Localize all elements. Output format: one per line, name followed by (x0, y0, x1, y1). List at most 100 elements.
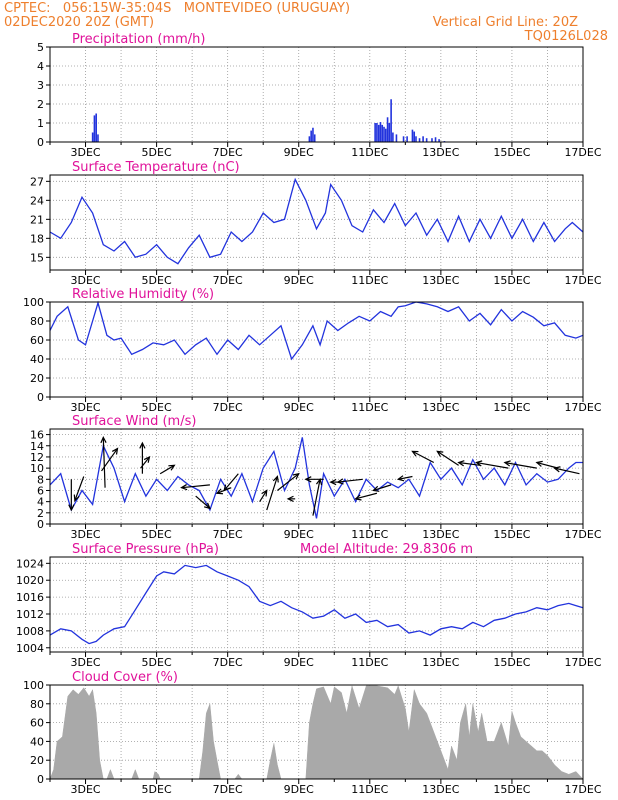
panel-temp: Surface Temperature (nC) 15 18 21 24 27 3DEC 5D… (30, 160, 602, 287)
x-tick-label: 5DEC (142, 274, 172, 287)
precip-bar (383, 126, 385, 142)
series-line-press (49, 564, 584, 645)
precip-bar (392, 132, 394, 142)
plot-frame (49, 301, 584, 398)
precip-bar (386, 117, 389, 142)
y-tick-label: 80 (30, 698, 44, 711)
panel-title: Surface Temperature (nC) (72, 160, 240, 175)
x-tick-label: 11DEC (351, 274, 388, 287)
precip-bar (438, 139, 440, 142)
y-tick-label: 12 (30, 451, 44, 464)
wind-vector-arrow (553, 466, 580, 475)
x-tick-label: 11DEC (351, 401, 388, 414)
header-grid-line: Vertical Grid Line: 20Z (432, 15, 578, 30)
x-tick-label: 17DEC (564, 274, 601, 287)
y-tick-label: 8 (37, 473, 44, 486)
precip-bar (376, 123, 378, 142)
wind-vector-arrow (68, 479, 75, 512)
series-line-rh (49, 300, 584, 361)
y-tick-label: 3 (37, 79, 44, 92)
precip-bar (431, 138, 433, 142)
y-tick-label: 2 (37, 507, 44, 520)
header-model-id: TQ0126L028 (524, 29, 608, 44)
precip-bar (97, 134, 99, 142)
y-tick-label: 1020 (16, 574, 44, 587)
precip-bar (95, 113, 97, 142)
x-tick-label: 7DEC (213, 783, 243, 796)
precip-bar (425, 138, 428, 142)
header-run-time: 02DEC2020 20Z (GMT) (4, 15, 155, 30)
y-tick-label: 20 (30, 754, 44, 767)
x-tick-label: 17DEC (564, 528, 601, 541)
x-tick-label: 3DEC (70, 146, 100, 159)
plot-frame (49, 46, 584, 143)
precip-bar (402, 136, 405, 142)
x-tick-label: 3DEC (70, 274, 100, 287)
y-tick-label: 24 (30, 194, 44, 207)
precip-bar (395, 134, 398, 142)
plot-frame (49, 428, 584, 525)
precip-bar (312, 127, 314, 142)
y-tick-label: 1004 (16, 642, 44, 655)
y-tick-label: 10 (30, 462, 44, 475)
wind-vector-arrow (259, 489, 268, 502)
x-tick-label: 3DEC (70, 528, 100, 541)
wind-vector-arrow (140, 455, 151, 469)
wind-vector-arrow (73, 476, 85, 502)
cloud-area (49, 685, 584, 780)
precip-bar (93, 115, 96, 142)
y-tick-label: 2 (37, 98, 44, 111)
wind-vector-arrow (312, 477, 323, 516)
x-tick-label: 9DEC (284, 656, 314, 669)
precip-bar (310, 130, 312, 142)
wind-vector-arrow (100, 436, 107, 488)
y-tick-label: 16 (30, 429, 44, 442)
x-tick-label: 15DEC (493, 401, 530, 414)
y-tick-label: 1 (37, 117, 44, 130)
wind-vector-arrow (180, 484, 210, 491)
wind-vector-arrow (535, 460, 559, 469)
y-tick-label: 4 (37, 60, 44, 73)
panel-rh: Relative Humidity (%) 0 20 40 60 80 100 3DEC 5DE… (23, 287, 602, 414)
x-tick-label: 17DEC (564, 783, 601, 796)
panel-precip: Precipitation (mm/h) 0 1 2 3 4 5 3DEC 5DEC 7DEC 9D… (37, 32, 602, 159)
precip-bar (413, 131, 416, 142)
x-tick-label: 5DEC (142, 401, 172, 414)
x-tick-label: 7DEC (213, 146, 243, 159)
panel-press: Surface Pressure (hPa) Model Altitude: 29… (16, 542, 602, 669)
precip-bar (377, 124, 380, 142)
precip-bar (418, 138, 421, 142)
precip-bar (374, 123, 376, 142)
wind-vector-arrow (336, 478, 363, 485)
series-line-wind (49, 437, 583, 519)
y-tick-label: 0 (37, 391, 44, 404)
precip-bar (406, 136, 408, 142)
wind-vector-arrow (457, 460, 481, 467)
y-tick-label: 100 (23, 296, 44, 309)
precip-bar (313, 134, 316, 142)
y-tick-label: 27 (30, 175, 44, 188)
precip-bar (434, 137, 437, 142)
x-tick-label: 13DEC (422, 401, 459, 414)
panel-cloud: Cloud Cover (%) 0 20 40 60 80 100 3DEC 5DEC 7DEC 9… (23, 670, 602, 796)
precip-bar (379, 122, 382, 142)
y-tick-label: 100 (23, 679, 44, 692)
wind-vector-arrow (396, 475, 413, 482)
y-tick-label: 5 (37, 41, 44, 54)
wind-vector-arrow (139, 441, 146, 474)
x-tick-label: 13DEC (422, 528, 459, 541)
y-tick-label: 80 (30, 315, 44, 328)
y-tick-label: 1016 (16, 591, 44, 604)
wind-vector-arrow (286, 495, 296, 503)
x-tick-label: 9DEC (284, 146, 314, 159)
x-tick-label: 11DEC (351, 656, 388, 669)
panel-title: Precipitation (mm/h) (72, 32, 205, 47)
wind-vector-arrow (436, 450, 459, 466)
x-tick-label: 11DEC (351, 528, 388, 541)
plot-frame (49, 556, 584, 653)
wind-vector-arrow (101, 447, 119, 472)
x-tick-label: 3DEC (70, 656, 100, 669)
y-tick-label: 18 (30, 232, 44, 245)
x-tick-label: 13DEC (422, 274, 459, 287)
